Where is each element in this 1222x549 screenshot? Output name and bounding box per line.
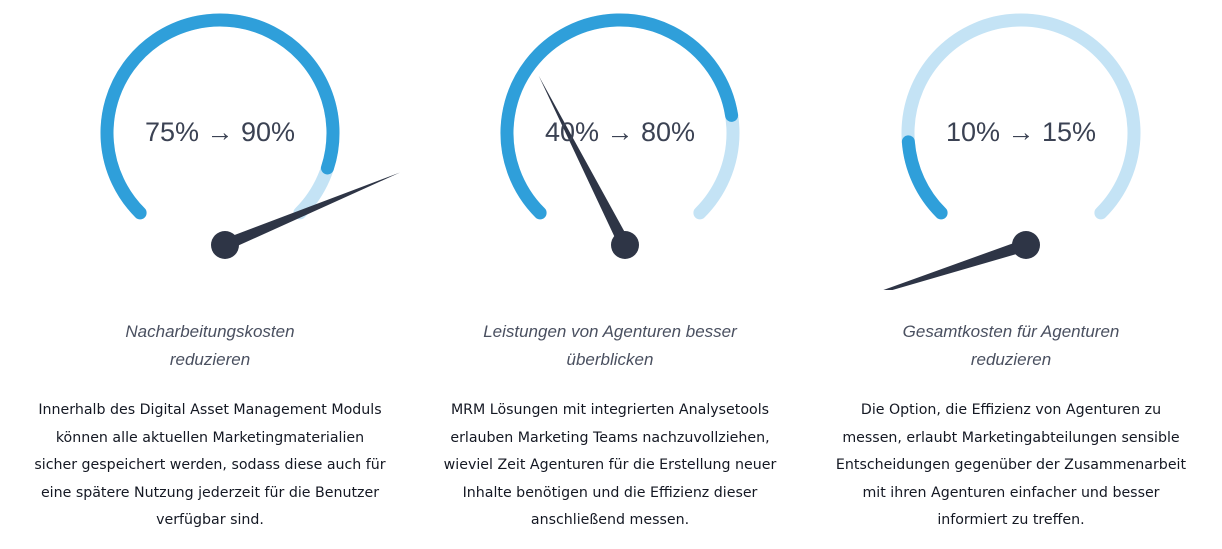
gauge-1: 75% → 90% bbox=[20, 0, 400, 290]
subtitle-line: Gesamtkosten für Agenturen bbox=[902, 322, 1120, 341]
gauge-needle-hub bbox=[211, 231, 239, 259]
description-line: sicher gespeichert werden, sodass diese … bbox=[34, 457, 386, 473]
description-line: Entscheidungen gegenüber der Zusammenarb… bbox=[835, 457, 1187, 473]
gauge-description: Innerhalb des Digital Asset Management M… bbox=[20, 397, 400, 535]
description-line: können alle aktuellen Marketingmateriali… bbox=[55, 429, 365, 446]
subtitle-line: Nacharbeitungskosten bbox=[125, 322, 295, 341]
description-line: wieviel Zeit Agenturen für die Erstellun… bbox=[443, 457, 777, 473]
gauge-subtitle: Nacharbeitungskosten reduzieren bbox=[20, 318, 400, 374]
gauge-svg: 75% → 90% bbox=[100, 13, 400, 259]
description-line: Innerhalb des Digital Asset Management M… bbox=[38, 402, 382, 418]
gauge-needle bbox=[883, 239, 1028, 290]
gauge-description: Die Option, die Effizienz von Agenturen … bbox=[821, 397, 1201, 535]
gauge-card-3: 10% → 15% Gesamtkosten für Agenturen red… bbox=[821, 0, 1201, 549]
gauge-value-text: 10% → 15% bbox=[946, 117, 1096, 147]
gauge-3: 10% → 15% bbox=[821, 0, 1201, 290]
subtitle-line: reduzieren bbox=[169, 350, 251, 369]
gauge-subtitle: Gesamtkosten für Agenturen reduzieren bbox=[821, 318, 1201, 374]
description-line: verfügbar sind. bbox=[156, 512, 264, 528]
gauge-needle bbox=[538, 75, 631, 248]
description-line: anschließend messen. bbox=[530, 512, 690, 528]
gauge-needle-hub bbox=[611, 231, 639, 259]
gauge-svg: 40% → 80% bbox=[500, 13, 740, 259]
gauge-svg: 10% → 15% bbox=[883, 13, 1141, 290]
description-line: informiert zu treffen. bbox=[937, 512, 1085, 528]
description-line: Inhalte benötigen und die Effizienz dies… bbox=[462, 484, 758, 501]
gauge-needle-hub bbox=[1012, 231, 1040, 259]
gauge-arc-fill bbox=[500, 13, 739, 220]
description-line: mit ihren Agenturen einfacher und besser bbox=[862, 484, 1160, 501]
gauge-value-text: 40% → 80% bbox=[545, 117, 695, 147]
description-line: eine spätere Nutzung jederzeit für die B… bbox=[40, 484, 380, 501]
gauge-arc-fill bbox=[100, 13, 340, 220]
gauge-arc-fill bbox=[901, 135, 948, 220]
description-line: messen, erlaubt Marketingabteilungen sen… bbox=[842, 429, 1180, 446]
gauge-description: MRM Lösungen mit integrierten Analysetoo… bbox=[420, 397, 800, 535]
description-line: MRM Lösungen mit integrierten Analysetoo… bbox=[450, 402, 770, 418]
gauge-2: 40% → 80% bbox=[420, 0, 800, 290]
gauge-value-text: 75% → 90% bbox=[145, 117, 295, 147]
subtitle-line: überblicken bbox=[566, 350, 654, 369]
gauge-card-2: 40% → 80% Leistungen von Agenturen besse… bbox=[420, 0, 800, 549]
description-line: erlauben Marketing Teams nachzuvollziehe… bbox=[450, 429, 770, 446]
subtitle-line: reduzieren bbox=[970, 350, 1052, 369]
subtitle-line: Leistungen von Agenturen besser bbox=[483, 322, 737, 341]
description-line: Die Option, die Effizienz von Agenturen … bbox=[860, 402, 1162, 418]
gauge-card-1: 75% → 90% Nacharbeitungskosten reduziere… bbox=[20, 0, 400, 549]
gauge-subtitle: Leistungen von Agenturen besser überblic… bbox=[420, 318, 800, 374]
gauge-needle bbox=[222, 172, 400, 251]
